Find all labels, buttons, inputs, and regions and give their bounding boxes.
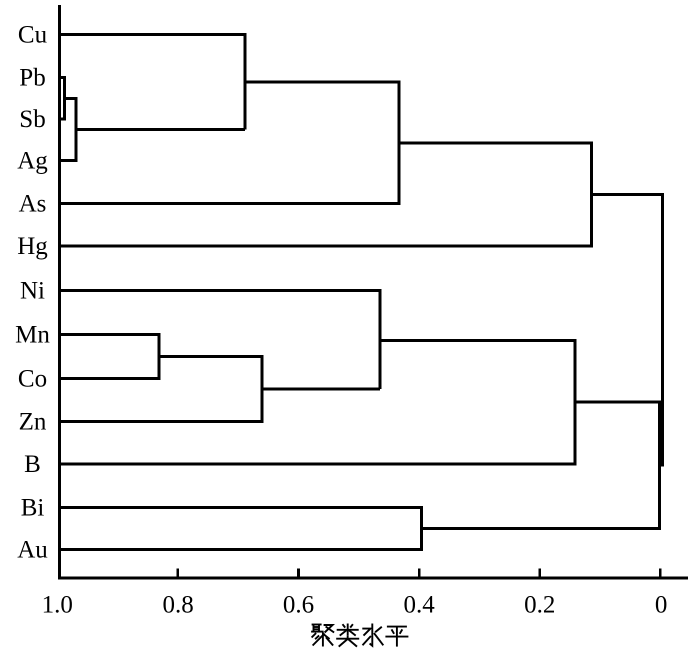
svg-text:0: 0 [655,592,668,619]
svg-text:Mn: Mn [15,322,50,349]
svg-text:Bi: Bi [21,494,45,521]
svg-text:Ag: Ag [17,147,48,174]
svg-text:B: B [24,451,41,478]
svg-text:As: As [19,191,47,218]
svg-text:Sb: Sb [19,106,45,133]
svg-text:0.6: 0.6 [283,592,314,619]
svg-text:Pb: Pb [19,65,45,92]
svg-text:0.2: 0.2 [524,592,555,619]
svg-text:0.8: 0.8 [162,592,193,619]
svg-text:Hg: Hg [17,233,48,260]
svg-text:Zn: Zn [19,409,47,436]
svg-text:Ni: Ni [20,278,45,305]
svg-text:Au: Au [17,537,48,564]
svg-text:1.0: 1.0 [42,592,73,619]
svg-text:Cu: Cu [18,21,48,48]
svg-text:0.4: 0.4 [403,592,435,619]
svg-text:Co: Co [18,365,47,392]
